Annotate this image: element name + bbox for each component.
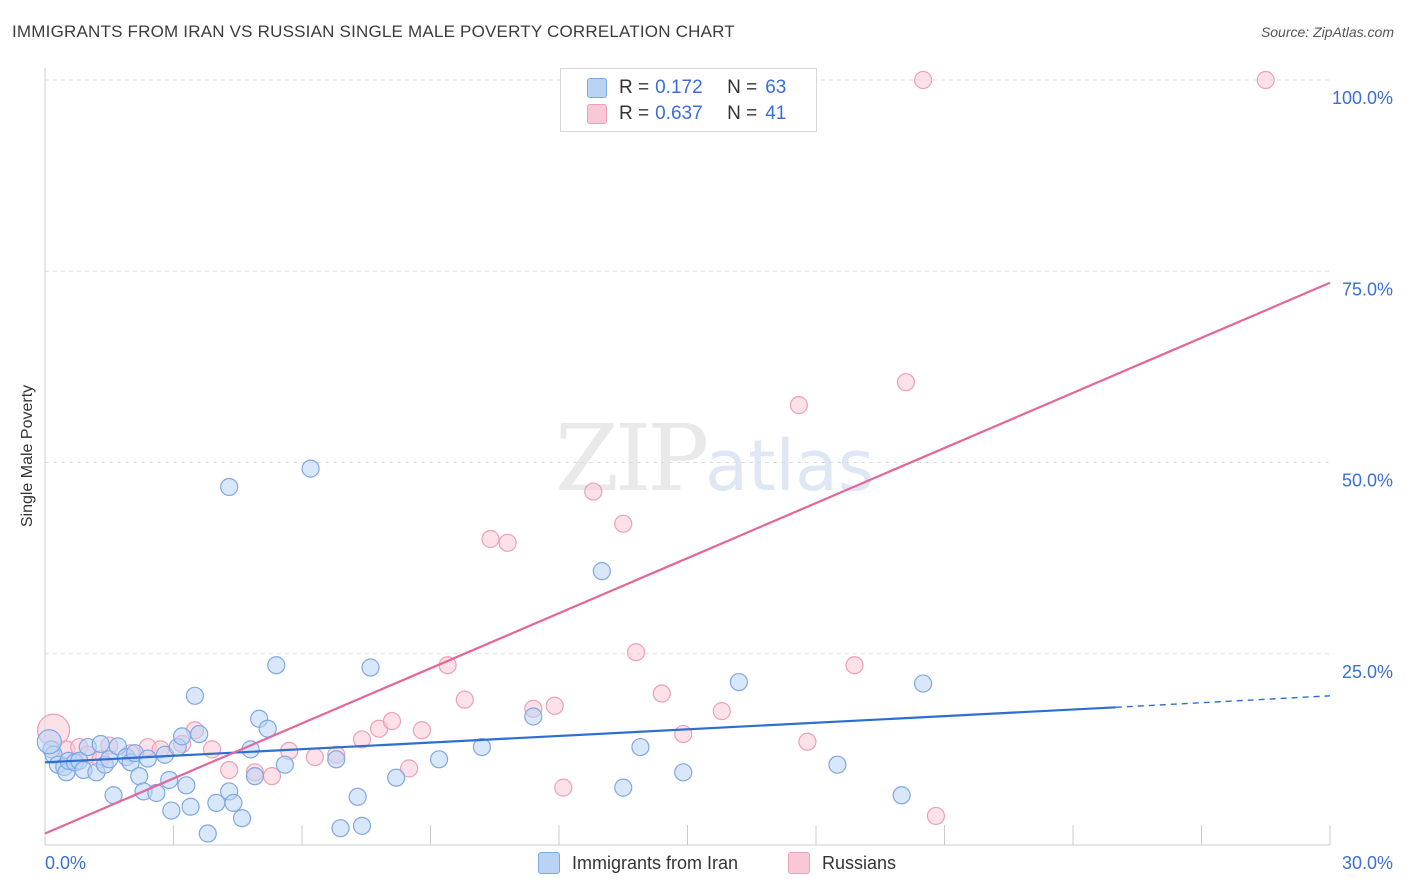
- point-iran: [828, 755, 847, 774]
- point-russians: [220, 760, 239, 780]
- point-iran: [387, 768, 406, 787]
- point-iran: [913, 674, 933, 693]
- watermark: ZIPatlas: [555, 405, 874, 512]
- point-russians: [399, 759, 419, 778]
- legend-swatch-iran: [587, 78, 607, 98]
- x-tick-label-min: 0.0%: [45, 853, 86, 873]
- legend-n-value-iran: 63: [765, 77, 787, 98]
- source-label: Source: ZipAtlas.com: [1260, 24, 1394, 40]
- point-iran: [185, 686, 205, 705]
- legend-r-value-russians: 0.637: [655, 103, 703, 124]
- point-russians: [202, 740, 222, 759]
- legend-r-label: R =: [619, 77, 650, 98]
- point-russians: [498, 533, 517, 552]
- point-iran: [275, 755, 294, 774]
- point-russians: [926, 806, 946, 826]
- trendline-iran-projection: [1115, 695, 1331, 708]
- legend-row-russians: R = 0.637 N = 41: [587, 103, 787, 125]
- point-iran: [181, 797, 200, 816]
- point-iran: [36, 729, 62, 755]
- point-iran: [224, 793, 243, 813]
- legend-label-russians: Russians: [822, 852, 897, 873]
- point-iran: [674, 763, 693, 782]
- point-russians: [845, 656, 864, 675]
- point-russians: [789, 396, 808, 415]
- legend-item-russians[interactable]: Russians: [788, 852, 896, 874]
- point-iran: [245, 767, 264, 786]
- point-iran: [524, 707, 543, 726]
- point-russians: [545, 696, 564, 715]
- watermark-zip: ZIP: [555, 405, 709, 512]
- point-russians: [712, 702, 731, 721]
- point-iran: [348, 787, 367, 806]
- point-iran: [352, 816, 372, 835]
- point-iran: [138, 749, 157, 768]
- point-iran: [614, 778, 633, 797]
- point-iran: [91, 734, 110, 754]
- point-russians: [481, 529, 500, 549]
- trendline-russians: [44, 281, 1331, 835]
- point-russians: [614, 514, 633, 533]
- watermark-atlas: atlas: [705, 425, 875, 507]
- point-iran: [172, 727, 192, 746]
- legend-swatch-iran: [538, 852, 560, 874]
- y-tick-label-25: 25.0%: [1342, 662, 1393, 682]
- point-iran: [892, 786, 911, 805]
- legend-n-value-russians: 41: [765, 103, 787, 124]
- point-iran: [592, 562, 611, 581]
- y-tick-label-75: 75.0%: [1342, 279, 1393, 299]
- point-russians: [455, 690, 474, 709]
- point-russians: [305, 747, 324, 767]
- point-iran: [429, 750, 449, 769]
- legend-swatch-russians: [788, 852, 810, 874]
- point-iran: [147, 783, 166, 803]
- point-iran: [301, 459, 320, 478]
- y-tick-label-50: 50.0%: [1342, 471, 1393, 491]
- legend-r-label: R =: [619, 103, 650, 124]
- point-iran: [220, 477, 239, 497]
- x-tick-label-max: 30.0%: [1342, 853, 1393, 873]
- point-russians: [798, 732, 817, 751]
- series-legend: Immigrants from Iran Russians: [0, 852, 1406, 878]
- legend-n-label: N =: [727, 77, 758, 98]
- y-tick-label-100: 100.0%: [1332, 88, 1393, 108]
- point-russians: [652, 684, 671, 703]
- legend-n-label: N =: [727, 103, 758, 124]
- legend-r-value-iran: 0.172: [655, 77, 703, 98]
- point-iran: [361, 658, 380, 677]
- point-iran: [327, 750, 346, 769]
- point-iran: [631, 737, 650, 757]
- point-iran: [198, 824, 217, 843]
- point-russians: [626, 643, 646, 662]
- chart-title: IMMIGRANTS FROM IRAN VS RUSSIAN SINGLE M…: [12, 22, 735, 41]
- legend-label-iran: Immigrants from Iran: [572, 852, 739, 873]
- point-iran: [472, 737, 491, 757]
- point-russians: [382, 711, 402, 731]
- point-russians: [412, 721, 432, 740]
- point-russians: [674, 724, 693, 744]
- point-iran: [331, 819, 350, 838]
- point-russians: [584, 482, 603, 501]
- trendline-iran: [44, 706, 1116, 764]
- point-russians: [896, 373, 916, 392]
- point-iran: [177, 776, 196, 795]
- point-iran: [729, 672, 749, 692]
- point-russians: [913, 70, 933, 90]
- point-russians: [1256, 70, 1275, 90]
- point-iran: [267, 656, 286, 675]
- point-russians: [352, 730, 372, 749]
- point-iran: [232, 809, 252, 828]
- point-iran: [130, 767, 149, 786]
- legend-item-iran[interactable]: Immigrants from Iran: [538, 852, 738, 874]
- point-russians: [554, 778, 573, 797]
- point-iran: [190, 724, 209, 744]
- legend-row-iran: R = 0.172 N = 63: [587, 77, 787, 99]
- point-iran: [162, 801, 181, 820]
- correlation-legend: R = 0.172 N = 63 R = 0.637 N = 41: [560, 68, 817, 132]
- legend-swatch-russians: [587, 104, 607, 124]
